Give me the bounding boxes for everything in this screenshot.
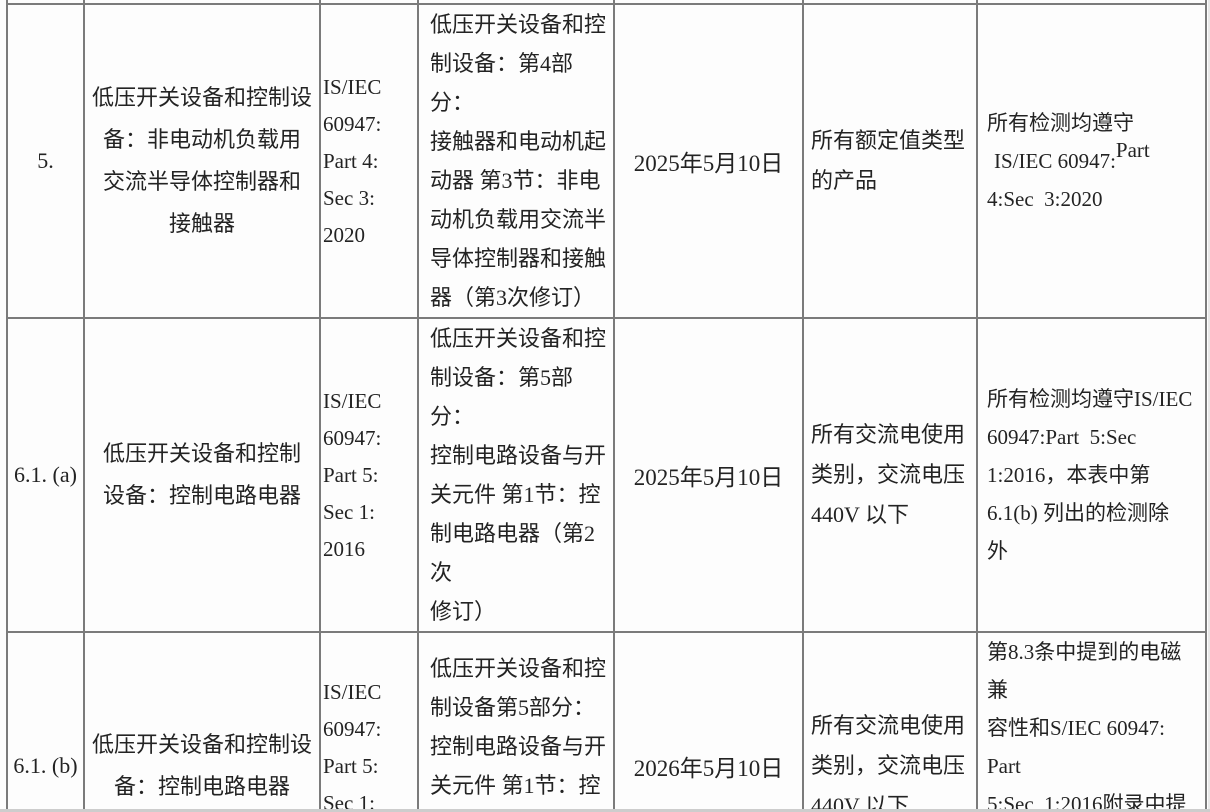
cropped-cell [319,0,419,5]
cropped-cell [417,0,615,5]
cell-effective-date: 2025年5月10日 [613,317,804,633]
cell-scope: 所有交流电使用 类别，交流电压 440V 以下 [802,631,978,812]
cell-standard-title: 低压开关设备和控 制设备：第5部分： 控制电路设备与开 关元件 第1节：控 制电… [417,317,615,633]
cell-product-name: 低压开关设备和控制设 备：控制电路电器 [83,631,321,812]
tests-line: 4:Sec 3:2020 [987,187,1103,211]
cell-product-name: 低压开关设备和控制 设备：控制电路电器 [83,317,321,633]
cropped-cell [976,0,1207,5]
cell-standard-title: 低压开关设备和控 制设备：第4部分： 接触器和电动机起 动器 第3节：非电 动机… [417,3,615,319]
tests-superscript: Part [1115,138,1150,162]
cropped-cell [802,0,978,5]
cropped-cell [613,0,804,5]
table-row: 6.1. (a) 低压开关设备和控制 设备：控制电路电器 IS/IEC 6094… [6,317,1207,633]
cell-serial: 6.1. (b) [6,631,85,812]
cell-standard-ref: IS/IEC 60947: Part 5: Sec 1: 2016 [319,317,419,633]
scan-edge [1208,0,1210,812]
cell-effective-date: 2026年5月10日 [613,631,804,812]
cell-serial: 6.1. (a) [6,317,85,633]
cell-scope: 所有额定值类型 的产品 [802,3,978,319]
cell-standard-ref: IS/IEC 60947: Part 5: Sec 1: 2016 [319,631,419,812]
table-row: 6.1. (b) 低压开关设备和控制设 备：控制电路电器 IS/IEC 6094… [6,631,1207,812]
cell-tests: 第8.3条中提到的电磁兼 容性和S/IEC 60947: Part 5:Sec … [976,631,1207,812]
cropped-cell [83,0,321,5]
table-row: 5. 低压开关设备和控制设 备：非电动机负载用 交流半导体控制器和 接触器 IS… [6,3,1207,319]
tests-line: 所有检测均遵守 [987,111,1134,135]
cell-standard-ref: IS/IEC 60947: Part 4: Sec 3: 2020 [319,3,419,319]
standards-table: 5. 低压开关设备和控制设 备：非电动机负载用 交流半导体控制器和 接触器 IS… [6,0,1207,812]
cell-tests: 所有检测均遵守IS/IEC 60947:Part 5:Sec 1:2016，本表… [976,317,1207,633]
cell-serial: 5. [6,3,85,319]
cell-product-name: 低压开关设备和控制设 备：非电动机负载用 交流半导体控制器和 接触器 [83,3,321,319]
cell-standard-title: 低压开关设备和控 制设备第5部分： 控制电路设备与开 关元件 第1节：控 制电路… [417,631,615,812]
cell-effective-date: 2025年5月10日 [613,3,804,319]
scan-edge [0,809,1210,812]
cropped-cell [6,0,85,5]
cell-tests: 所有检测均遵守 IS/IEC 60947:Part 4:Sec 3:2020 [976,3,1207,319]
cropped-row-remnant [6,0,1207,5]
cell-scope: 所有交流电使用 类别，交流电压 440V 以下 [802,317,978,633]
tests-line: IS/IEC 60947: [994,149,1116,173]
